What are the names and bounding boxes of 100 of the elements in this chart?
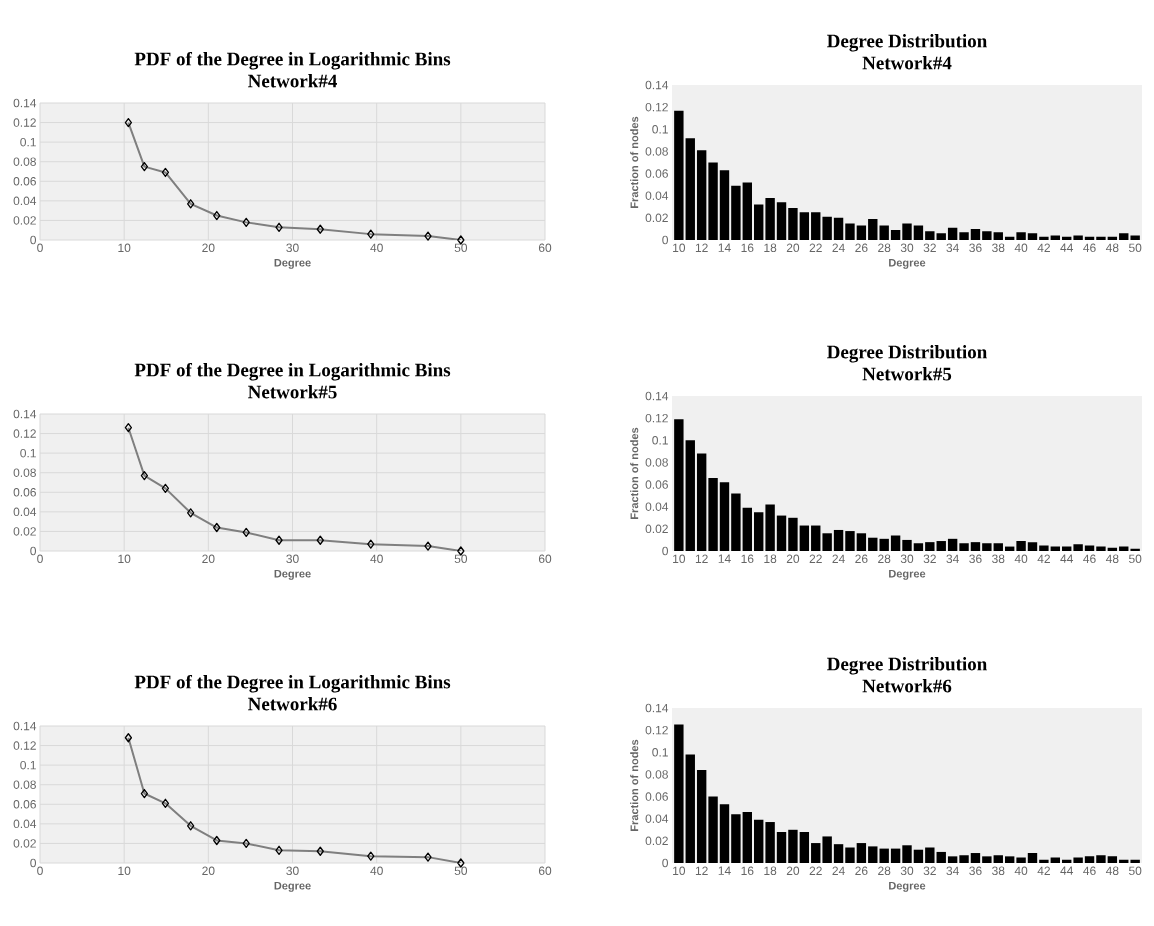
y-tick-label: 0.14 <box>13 409 37 419</box>
x-tick-label: 20 <box>202 866 215 876</box>
x-tick-label: 18 <box>764 554 777 564</box>
x-tick-label: 50 <box>454 866 468 876</box>
x-tick-label: 14 <box>718 554 731 563</box>
bar <box>1084 545 1095 551</box>
bar <box>868 846 878 863</box>
x-tick-label: 46 <box>1083 554 1096 564</box>
bar <box>731 185 741 240</box>
y-tick-label: 0.08 <box>13 157 36 166</box>
bar <box>856 533 867 551</box>
bar <box>1096 546 1106 551</box>
bar <box>776 202 787 240</box>
bar <box>879 848 889 863</box>
x-tick-label: 10 <box>118 866 131 876</box>
bar <box>799 525 810 551</box>
bar <box>970 228 981 240</box>
y-tick-label: 0.14 <box>13 98 37 108</box>
bar <box>1027 542 1038 551</box>
x-tick-label: 40 <box>370 554 383 564</box>
y-tick-label: 0.02 <box>645 524 668 534</box>
bar <box>822 836 832 863</box>
bar <box>970 853 981 863</box>
bar <box>776 515 787 551</box>
y-tick-label: 0.04 <box>645 191 669 200</box>
x-tick-label: 60 <box>538 554 552 564</box>
bar <box>742 182 752 240</box>
y-tick-label: 0.02 <box>645 213 668 223</box>
x-axis-title: Degree <box>274 258 311 269</box>
x-tick-label: 14 <box>718 866 731 875</box>
bar <box>1130 859 1140 863</box>
bar <box>1130 235 1140 240</box>
y-tick-label: 0.06 <box>13 177 36 186</box>
x-tick-label: 38 <box>992 554 1005 564</box>
x-tick-label: 16 <box>741 554 754 564</box>
bar <box>833 217 844 240</box>
y-tick-label: 0.14 <box>645 703 669 713</box>
bar <box>1050 857 1061 863</box>
chart-subtitle: Network#5 <box>862 367 952 381</box>
bar <box>822 216 832 240</box>
bar <box>959 232 969 240</box>
bar <box>925 542 935 551</box>
chart-subtitle: Network#6 <box>248 697 337 711</box>
x-tick-label: 20 <box>202 554 215 564</box>
bar <box>890 535 901 551</box>
x-tick-label: 10 <box>118 243 131 253</box>
bar <box>1016 232 1026 240</box>
x-tick-label: 46 <box>1083 866 1096 876</box>
bar <box>913 543 924 551</box>
bar <box>833 844 844 863</box>
x-tick-label: 44 <box>1060 866 1074 875</box>
bar <box>970 542 981 551</box>
bar <box>947 227 958 240</box>
y-tick-label: 0.12 <box>645 725 668 735</box>
x-tick-label: 50 <box>1128 243 1142 253</box>
bar <box>856 225 867 240</box>
chart-subtitle: Network#5 <box>248 385 337 399</box>
x-tick-label: 32 <box>923 866 936 876</box>
y-tick-label: 0.02 <box>13 839 36 848</box>
bar <box>1084 856 1095 863</box>
bar <box>799 832 810 863</box>
y-tick-label: 0.1 <box>20 137 36 147</box>
bar <box>742 812 752 863</box>
bar <box>879 538 889 551</box>
y-tick-label: 0.1 <box>20 448 36 458</box>
x-tick-label: 36 <box>969 554 982 564</box>
bar <box>811 212 821 240</box>
x-tick-label: 30 <box>900 866 914 876</box>
y-tick-label: 0.12 <box>13 429 36 438</box>
bar <box>1096 855 1106 863</box>
y-tick-label: 0.1 <box>652 436 668 445</box>
x-tick-label: 40 <box>1014 243 1028 253</box>
bar <box>708 477 718 551</box>
bar <box>685 440 695 551</box>
bar <box>1027 233 1038 240</box>
bar <box>1039 545 1049 551</box>
bar <box>868 537 878 551</box>
x-tick-label: 16 <box>741 243 754 253</box>
bar <box>925 231 935 240</box>
y-tick-label: 0.08 <box>13 780 36 789</box>
y-tick-label: 0.06 <box>645 169 668 178</box>
x-tick-label: 40 <box>370 243 383 253</box>
y-tick-label: 0.04 <box>13 196 37 206</box>
y-tick-label: 0.12 <box>645 413 668 423</box>
x-tick-label: 42 <box>1037 554 1050 563</box>
y-tick-label: 0.08 <box>645 770 668 779</box>
x-axis-title: Degree <box>889 881 926 892</box>
bar <box>868 218 878 240</box>
x-tick-label: 50 <box>1128 554 1142 564</box>
bar <box>811 525 821 551</box>
chart-title: PDF of the Degree in Logarithmic Bins <box>134 51 451 70</box>
bar <box>731 493 741 551</box>
bar <box>731 814 741 863</box>
bar <box>754 819 764 863</box>
y-tick-label: 0.02 <box>645 836 668 846</box>
bar <box>902 223 912 240</box>
bar <box>959 855 969 863</box>
x-axis-title: Degree <box>889 569 926 580</box>
x-tick-label: 42 <box>1037 243 1050 252</box>
x-tick-label: 48 <box>1105 243 1119 253</box>
